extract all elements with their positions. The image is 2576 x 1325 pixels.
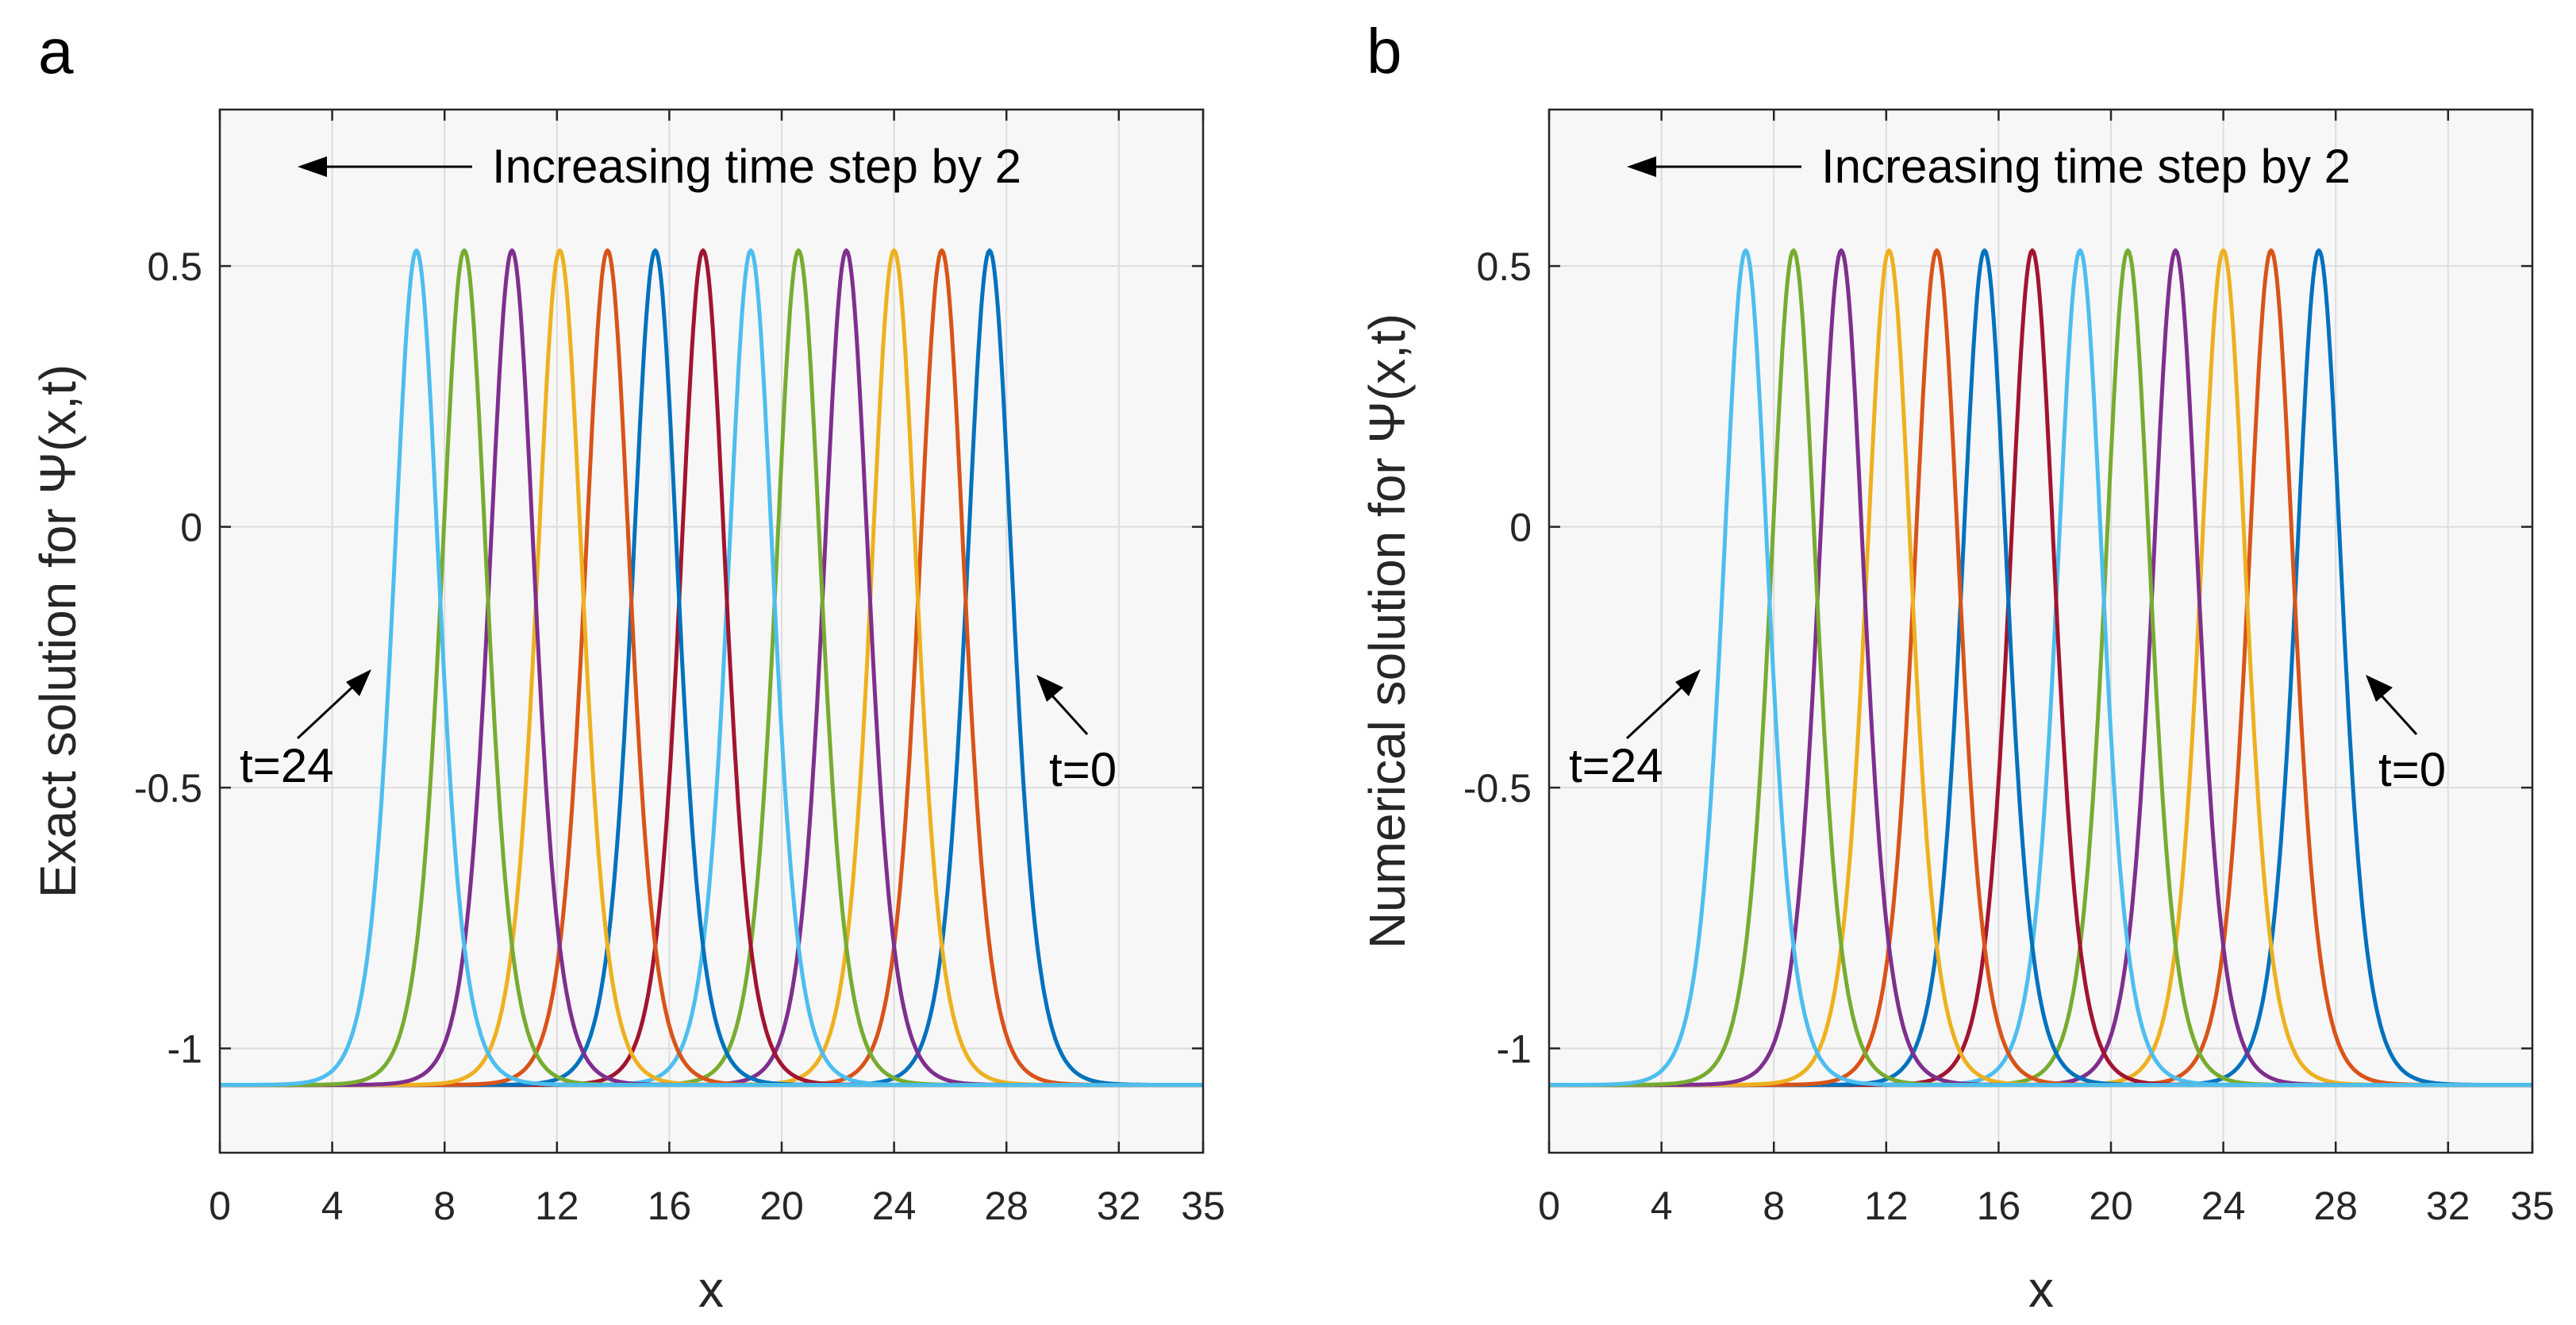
panel-b-ytick-labels: -1 -0.5 0 0.5	[1463, 245, 1532, 1072]
series-line-t=24	[219, 248, 1204, 1088]
panel-a-left-annotation: t=24	[240, 739, 333, 792]
y-tick-label: -0.5	[134, 766, 202, 811]
series-line-t=24	[1548, 248, 2533, 1088]
x-tick-label: 16	[1977, 1184, 2021, 1228]
x-tick-label: 0	[1538, 1184, 1560, 1228]
y-tick-label: -1	[167, 1027, 202, 1072]
x-tick-label: 35	[1181, 1184, 1225, 1228]
panel-a-right-arrow	[1048, 691, 1089, 736]
panel-a-grid	[220, 110, 1203, 1153]
x-tick-label: 20	[759, 1184, 804, 1228]
panel-a-left-arrow	[296, 681, 359, 740]
x-tick-label: 4	[321, 1184, 344, 1228]
x-tick-label: 8	[433, 1184, 456, 1228]
x-tick-label: 28	[984, 1184, 1028, 1228]
panel-a: a 0 4 8 12 16 20 24 28 32 35 -1 -0.5 0 0.5 x Exact s…	[29, 16, 1225, 1318]
panel-b-main-arrowhead	[1627, 156, 1656, 177]
panel-a-ytick-labels: -1 -0.5 0 0.5	[134, 245, 202, 1072]
panel-b-curves	[1548, 248, 2533, 1088]
panel-b-y-axis-label: Numerical solution for Ψ(x,t)	[1359, 314, 1416, 949]
y-tick-label: 0	[1509, 506, 1532, 550]
y-tick-label: 0	[180, 506, 202, 550]
panel-a-plot-area	[220, 110, 1203, 1153]
y-tick-label: 0.5	[147, 245, 202, 289]
panel-a-y-axis-label: Exact solution for Ψ(x,t)	[29, 364, 87, 898]
x-tick-label: 0	[209, 1184, 231, 1228]
x-tick-label: 24	[872, 1184, 917, 1228]
panel-b-right-arrowhead	[2366, 675, 2393, 702]
x-tick-label: 32	[1097, 1184, 1141, 1228]
panel-a-curves	[219, 248, 1204, 1088]
panel-a-ticks	[218, 110, 1205, 1153]
y-tick-label: -1	[1497, 1027, 1532, 1072]
panel-a-xtick-labels: 0 4 8 12 16 20 24 28 32 35	[209, 1184, 1225, 1228]
panel-b-right-annotation: t=0	[2378, 743, 2446, 796]
panel-a-letter: a	[38, 16, 74, 87]
panel-b-grid	[1549, 110, 2532, 1153]
x-tick-label: 35	[2510, 1184, 2555, 1228]
panel-b-plot-area	[1549, 110, 2532, 1153]
y-tick-label: -0.5	[1463, 766, 1532, 811]
panel-b-letter: b	[1367, 16, 1402, 87]
panel-b-axes-box	[1548, 108, 2534, 1154]
panel-b: b 0 4 8 12 16 20 24 28 32 35 -1 -0.5 0 0.5 x Numeric…	[1359, 16, 2555, 1318]
panel-b-left-arrowhead	[1675, 669, 1701, 696]
x-tick-label: 24	[2201, 1184, 2246, 1228]
panel-a-main-annotation: Increasing time step by 2	[492, 140, 1021, 193]
x-tick-label: 8	[1763, 1184, 1785, 1228]
x-tick-label: 20	[2089, 1184, 2133, 1228]
panel-a-x-axis-label: x	[698, 1261, 724, 1318]
panel-a-main-arrowhead	[298, 156, 327, 177]
y-tick-label: 0.5	[1476, 245, 1532, 289]
panel-b-left-arrow	[1625, 681, 1688, 740]
panel-b-main-annotation: Increasing time step by 2	[1821, 140, 2351, 193]
panel-b-right-arrow	[2377, 691, 2418, 736]
panel-b-ticks	[1548, 110, 2534, 1153]
panel-a-right-annotation: t=0	[1049, 743, 1117, 796]
panel-b-x-axis-label: x	[2028, 1261, 2054, 1318]
panel-a-axes-box	[218, 108, 1205, 1154]
x-tick-label: 16	[648, 1184, 692, 1228]
panel-b-xtick-labels: 0 4 8 12 16 20 24 28 32 35	[1538, 1184, 2555, 1228]
panel-b-left-annotation: t=24	[1569, 739, 1663, 792]
x-tick-label: 32	[2426, 1184, 2470, 1228]
x-tick-label: 4	[1651, 1184, 1673, 1228]
x-tick-label: 12	[1864, 1184, 1909, 1228]
panel-a-left-arrowhead	[346, 669, 371, 696]
x-tick-label: 12	[535, 1184, 579, 1228]
panel-a-right-arrowhead	[1036, 675, 1063, 702]
x-tick-label: 28	[2313, 1184, 2358, 1228]
